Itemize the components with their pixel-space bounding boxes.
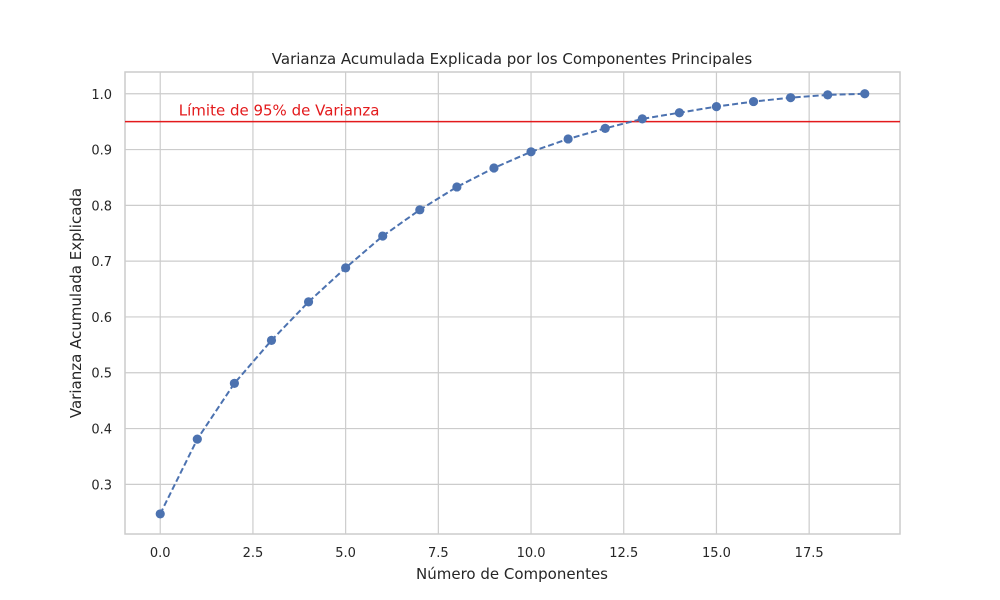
data-point	[711, 101, 722, 112]
tick-labels: 0.0 2.5 5.0 7.5 10.0 12.5 15.0 17.5 0.3 0.4 0.5 0.6…	[91, 88, 823, 561]
y-tick-label: 1.0	[91, 88, 112, 103]
y-axis-label: Varianza Acumulada Explicada	[67, 188, 85, 418]
y-tick-label: 0.3	[91, 478, 112, 493]
data-point	[155, 509, 165, 519]
chart-title: Varianza Acumulada Explicada por los Com…	[272, 50, 753, 68]
x-tick-label: 10.0	[517, 546, 546, 561]
x-tick-label: 2.5	[243, 546, 264, 561]
y-tick-label: 0.4	[91, 423, 112, 438]
data-point	[229, 378, 239, 388]
data-point	[266, 335, 277, 345]
data-point	[860, 89, 870, 99]
grid-lines	[125, 72, 900, 534]
x-tick-label: 5.0	[335, 546, 356, 561]
data-point	[526, 147, 536, 157]
data-point	[786, 93, 796, 103]
threshold-layer: Límite de 95% de Varianza	[125, 102, 900, 123]
data-point	[563, 134, 573, 144]
data-point	[748, 96, 759, 107]
y-tick-label: 0.7	[91, 255, 112, 270]
x-tick-label: 7.5	[428, 546, 449, 561]
y-tick-label: 0.6	[91, 311, 112, 326]
y-tick-label: 0.5	[91, 367, 112, 382]
data-point	[823, 90, 833, 100]
x-tick-label: 12.5	[609, 546, 638, 561]
data-point	[452, 182, 462, 192]
x-axis-label: Número de Componentes	[416, 565, 608, 583]
data-point	[637, 114, 647, 124]
data-point	[674, 108, 684, 118]
x-tick-label: 15.0	[702, 546, 731, 561]
x-tick-label: 0.0	[150, 546, 171, 561]
plot-frame	[124, 71, 901, 535]
y-tick-label: 0.8	[91, 199, 112, 214]
x-tick-label: 17.5	[795, 546, 824, 561]
threshold-label: Límite de 95% de Varianza	[179, 102, 380, 120]
data-point	[378, 231, 388, 241]
data-point	[341, 263, 351, 273]
data-point	[600, 123, 610, 133]
data-point	[303, 297, 314, 307]
data-point	[192, 434, 202, 444]
series-line	[159, 92, 865, 515]
data-point	[489, 163, 499, 173]
data-point	[415, 205, 425, 215]
y-tick-label: 0.9	[91, 144, 112, 159]
series-layer	[155, 89, 870, 519]
